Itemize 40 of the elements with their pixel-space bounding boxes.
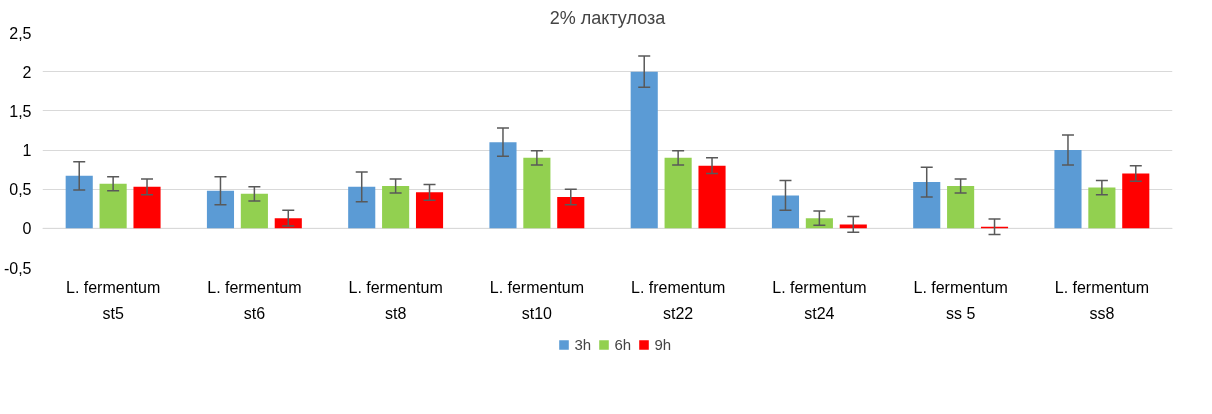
bar	[557, 197, 585, 229]
bar	[839, 224, 867, 229]
bar	[523, 157, 551, 229]
bar	[771, 195, 800, 229]
y-tick-label: -0,5	[3, 259, 32, 277]
bar	[206, 190, 235, 229]
y-tick-label: 2,5	[9, 24, 32, 42]
bar	[382, 186, 410, 229]
category-label: L. frementum st22	[631, 278, 726, 322]
y-tick-label: 2	[22, 63, 32, 81]
bar	[348, 186, 376, 229]
y-tick-label: 1	[22, 142, 32, 159]
bar	[415, 192, 444, 229]
legend-label: 3h	[574, 335, 593, 353]
bar	[240, 193, 268, 229]
y-tick-label: 0	[22, 220, 32, 238]
category-label: L. fermentum st10	[489, 278, 585, 322]
category-label: L. fermentum ss8	[1054, 278, 1150, 322]
bar	[913, 182, 941, 229]
bar	[630, 71, 658, 229]
category-label: L. fermentum st24	[772, 278, 867, 322]
chart-title: 2% лактулоза	[549, 7, 667, 28]
bar	[664, 157, 692, 229]
bar	[1122, 173, 1150, 229]
y-tick-label: 1,5	[9, 102, 32, 120]
legend-label: 9h	[654, 335, 673, 353]
bar	[1054, 150, 1082, 229]
category-label: L. fermentum st6	[207, 278, 302, 322]
category-label: L. fermentum ss 5	[913, 278, 1008, 322]
bar	[698, 165, 726, 229]
bar	[99, 183, 127, 229]
bar	[133, 186, 161, 229]
bar	[65, 175, 93, 229]
legend-label: 6h	[614, 335, 633, 353]
bar	[947, 186, 975, 229]
category-label: L. fermentum st5	[66, 278, 161, 322]
bar	[1088, 187, 1116, 229]
category-label: L. fermentum st8	[348, 278, 443, 322]
bar	[489, 142, 517, 229]
y-tick-label: 0,5	[9, 181, 32, 199]
